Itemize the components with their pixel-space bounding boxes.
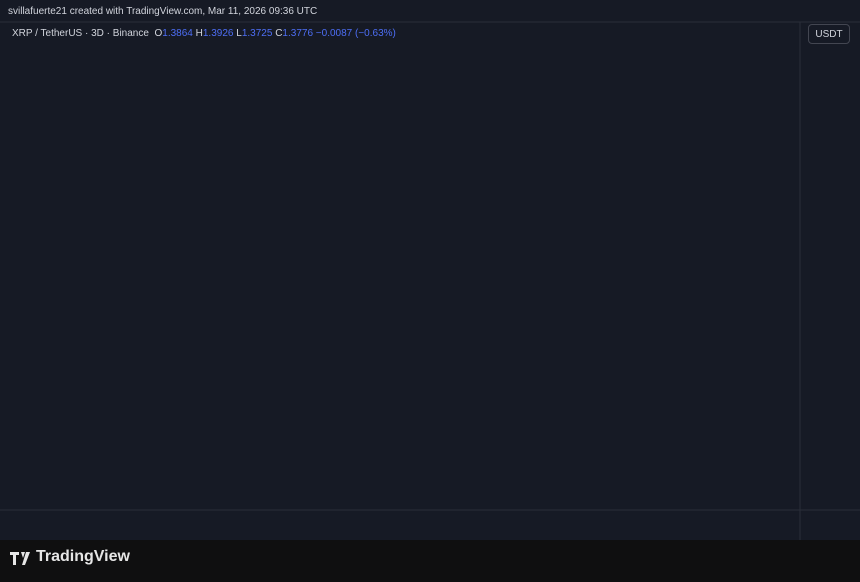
panel: [0, 0, 860, 540]
currency-button[interactable]: USDT: [808, 24, 850, 44]
logo-icon: [10, 552, 30, 565]
ohlc-value: 1.3725: [241, 28, 273, 39]
ohlc-key: O: [154, 28, 163, 39]
legend: XRP / TetherUS · 3D · Binance O1.3864 H1…: [12, 28, 396, 39]
ohlc-key: L: [236, 28, 242, 39]
ohlc-value: 1.3864: [162, 28, 193, 39]
change: −0.0087 (−0.63%): [315, 28, 396, 39]
ohlc-key: C: [275, 28, 283, 39]
ohlc-value: 1.3776: [282, 28, 314, 39]
ohlc-value: 1.3926: [202, 28, 234, 39]
ohlc-key: H: [195, 28, 203, 39]
credit: svillafuerte21 created with TradingView.…: [8, 6, 318, 17]
logo[interactable]: TradingView: [36, 548, 130, 565]
symbol: XRP / TetherUS · 3D · Binance: [12, 28, 149, 39]
